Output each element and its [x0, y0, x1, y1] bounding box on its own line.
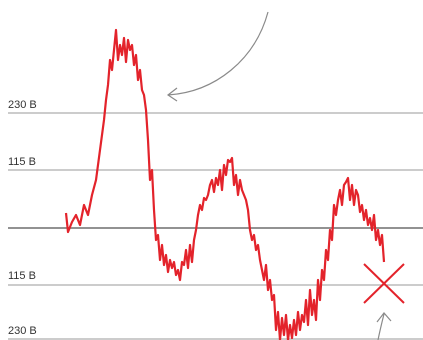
pointer-arrow [167, 11, 269, 96]
level-label: 230 В [8, 325, 37, 337]
level-label: 115 В [8, 270, 36, 282]
cross-stroke [363, 263, 405, 304]
level-label: 115 В [8, 156, 36, 168]
arrow-head [166, 87, 178, 102]
level-label: 230 В [8, 99, 37, 111]
voltage-wave [64, 28, 386, 340]
cross-mark [363, 263, 405, 304]
arrow-head [376, 312, 392, 323]
pointer-arrow [377, 313, 385, 340]
